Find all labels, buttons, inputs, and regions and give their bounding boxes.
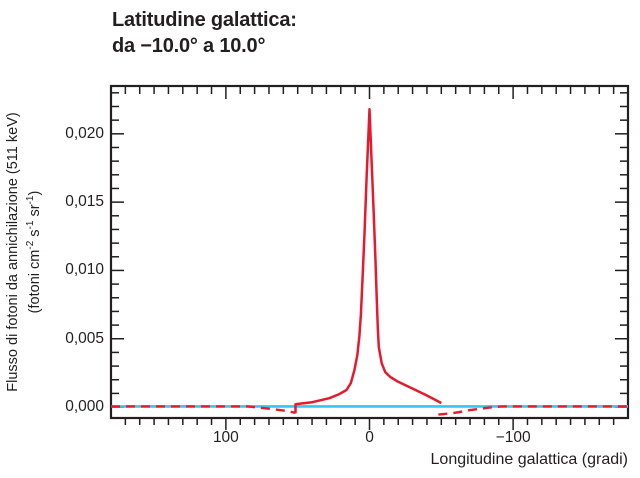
curva-rossa-tratteggiata-sx bbox=[111, 405, 296, 414]
curva-rossa-continua-511keV bbox=[294, 107, 442, 414]
chart-title-line1: Latitudine galattica: bbox=[112, 9, 297, 31]
y-tick-label: 0,000 bbox=[65, 398, 104, 416]
x-tick-label: 100 bbox=[212, 429, 239, 446]
chart-title: Latitudine galattica: da −10.0° a 10.0° bbox=[112, 7, 297, 59]
y-tick-label: 0,005 bbox=[65, 329, 104, 347]
x-tick-label: 0 bbox=[365, 429, 374, 446]
y-tick-label: 0,015 bbox=[65, 193, 104, 211]
y-axis-label-line1: Flusso di fotoni da annichilazione (511 … bbox=[5, 112, 22, 392]
y-axis-label-line2: (fotoni cm-2 s-1 sr-1) bbox=[25, 190, 43, 314]
x-tick-label: −100 bbox=[495, 429, 531, 446]
y-axis-label: Flusso di fotoni da annichilazione (511 … bbox=[4, 112, 44, 391]
x-axis-label: Longitudine galattica (gradi) bbox=[430, 451, 628, 468]
y-tick-label: 0,020 bbox=[65, 124, 104, 142]
chart-title-line2: da −10.0° a 10.0° bbox=[112, 35, 266, 57]
y-tick-label: 0,010 bbox=[65, 261, 104, 279]
